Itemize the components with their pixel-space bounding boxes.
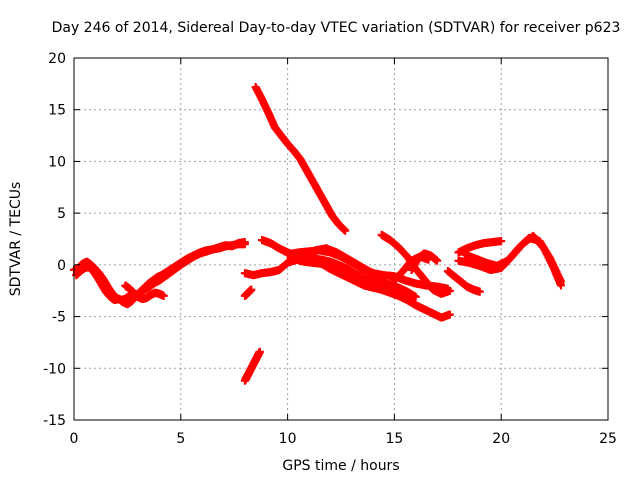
data-point	[497, 237, 506, 246]
series-track-5	[240, 285, 256, 300]
y-tick-label: 5	[57, 206, 66, 222]
data-point	[411, 292, 420, 301]
x-tick-label: 10	[279, 431, 297, 447]
y-tick-label: 10	[48, 154, 66, 170]
y-tick-label: -5	[52, 310, 66, 326]
data-point	[159, 291, 168, 300]
y-tick-label: 0	[57, 258, 66, 274]
x-tick-label: 0	[70, 431, 79, 447]
data-point	[475, 287, 484, 296]
series-track-2	[72, 238, 249, 309]
y-axis-label: SDTVAR / TECUs	[8, 182, 24, 297]
y-tick-label: -15	[43, 413, 66, 429]
x-axis-label: GPS time / hours	[282, 458, 399, 474]
chart-title: Day 246 of 2014, Sidereal Day-to-day VTE…	[52, 20, 621, 36]
data-point	[341, 226, 350, 235]
series-track-4	[240, 347, 264, 385]
data-point	[375, 272, 384, 281]
series-track-3	[121, 281, 168, 303]
series-track-6	[251, 82, 350, 235]
series-track-10	[290, 244, 384, 281]
x-tick-label: 20	[492, 431, 510, 447]
series-track-15	[443, 267, 484, 296]
x-tick-label: 25	[599, 431, 617, 447]
series-track-17	[460, 233, 566, 286]
data-point	[255, 347, 264, 356]
data-layer	[70, 82, 566, 385]
y-tick-label: 15	[48, 103, 66, 119]
data-point	[247, 285, 256, 294]
plot-frame	[73, 57, 609, 421]
series-track-11	[377, 230, 454, 298]
data-point	[240, 238, 249, 247]
x-tick-label: 5	[176, 431, 185, 447]
data-point	[445, 310, 454, 319]
data-point	[557, 277, 566, 286]
data-point	[433, 256, 442, 265]
y-tick-label: -10	[43, 361, 66, 377]
data-point	[445, 286, 454, 295]
series-track-13	[407, 249, 442, 275]
series-track-14	[454, 237, 506, 257]
axis-layer: 0 5 10 15 20 25 -15 -10 -5 0 5 10 15 20	[43, 51, 617, 447]
x-tick-label: 15	[385, 431, 403, 447]
y-tick-label: 20	[48, 51, 66, 67]
